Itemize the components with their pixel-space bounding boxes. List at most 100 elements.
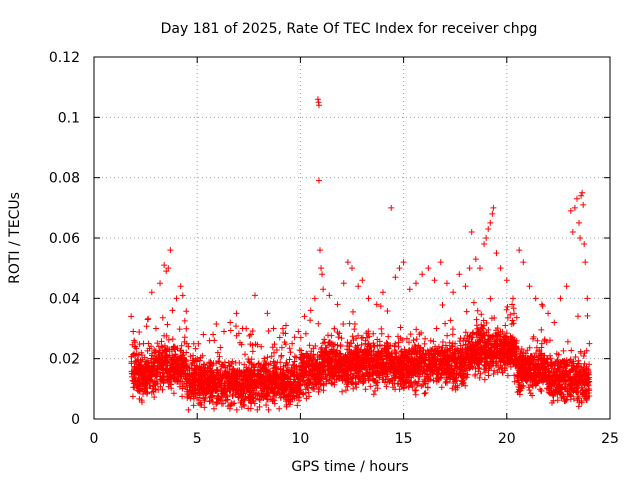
data-point [563, 283, 570, 290]
data-point [349, 265, 355, 272]
data-point [476, 265, 483, 272]
data-point [483, 235, 490, 241]
data-point [233, 310, 240, 317]
data-point [584, 295, 591, 302]
data-point [489, 210, 496, 217]
data-point [545, 310, 552, 317]
data-point [388, 204, 395, 211]
data-point [468, 228, 475, 235]
data-point [503, 277, 510, 284]
data-point [576, 219, 583, 226]
notable-points [128, 96, 593, 368]
data-point [148, 289, 155, 296]
x-axis-label: GPS time / hours [291, 459, 408, 475]
data-point [315, 177, 322, 184]
data-point [516, 247, 523, 254]
data-point [169, 307, 176, 314]
y-tick-label: 0.1 [58, 110, 80, 126]
data-point [365, 295, 372, 302]
data-point [567, 207, 574, 214]
data-point [462, 283, 469, 290]
data-point [206, 337, 213, 344]
data-point [270, 325, 277, 332]
data-point [577, 235, 584, 241]
data-point [251, 292, 258, 299]
data-point [509, 295, 516, 302]
data-point [490, 204, 497, 211]
data-point [396, 265, 403, 272]
data-point [485, 225, 492, 232]
data-point [190, 352, 197, 359]
x-tick-label: 25 [601, 431, 619, 447]
data-point [437, 259, 444, 266]
y-tick-label: 0.04 [49, 291, 80, 307]
data-point [247, 331, 254, 338]
data-point [340, 280, 347, 287]
data-point [295, 328, 302, 335]
y-axis-label: ROTI / TECUs [7, 192, 23, 284]
data-point [314, 96, 321, 103]
axis-ticks: 0 0.02 0.04 0.06 0.08 0.1 0.12 0 5 10 15 20 25 [49, 50, 619, 447]
data-point [144, 316, 151, 323]
data-point [221, 328, 228, 335]
y-tick-label: 0.06 [49, 231, 80, 247]
data-point [258, 343, 265, 350]
data-point [443, 280, 450, 287]
data-point [571, 204, 578, 211]
data-point [130, 328, 137, 335]
data-point [227, 319, 234, 326]
data-point [579, 189, 586, 196]
data-point [472, 256, 479, 263]
data-point [320, 286, 327, 293]
data-point [319, 271, 326, 278]
data-point [373, 301, 380, 308]
grid-lines [94, 57, 610, 419]
data-point [466, 265, 473, 272]
data-point [581, 241, 588, 248]
y-tick-label: 0.08 [49, 171, 80, 187]
data-point [163, 268, 170, 275]
data-point [359, 277, 366, 284]
data-point [573, 195, 580, 202]
data-point [379, 289, 386, 296]
data-point [431, 277, 438, 284]
data-point [344, 259, 351, 266]
data-point [200, 331, 207, 338]
data-point [214, 349, 221, 356]
scatter-points [128, 295, 593, 413]
data-point [132, 352, 139, 359]
data-point [152, 325, 159, 332]
data-point [538, 301, 545, 308]
data-point [167, 247, 174, 254]
x-tick-label: 20 [498, 431, 516, 447]
data-point [355, 283, 362, 290]
data-point [425, 265, 432, 272]
data-point [569, 228, 576, 235]
data-point [412, 280, 419, 287]
data-point [315, 102, 322, 109]
data-point [400, 259, 407, 266]
data-point [551, 319, 558, 326]
data-point [140, 340, 147, 347]
data-point [239, 325, 246, 332]
data-point [586, 340, 593, 347]
data-point [557, 295, 564, 302]
data-point [289, 340, 296, 347]
data-point [317, 247, 324, 254]
data-point [481, 241, 488, 248]
data-point [578, 192, 585, 199]
data-point [307, 307, 314, 314]
data-point [487, 219, 494, 226]
data-point [526, 283, 533, 290]
scatter-cloud [128, 295, 593, 413]
data-point [161, 262, 168, 269]
data-point [326, 292, 333, 299]
data-point [456, 271, 463, 278]
data-point [582, 259, 589, 266]
data-point [334, 301, 341, 308]
data-point [392, 274, 399, 281]
data-point [157, 280, 164, 287]
data-point [301, 313, 308, 320]
